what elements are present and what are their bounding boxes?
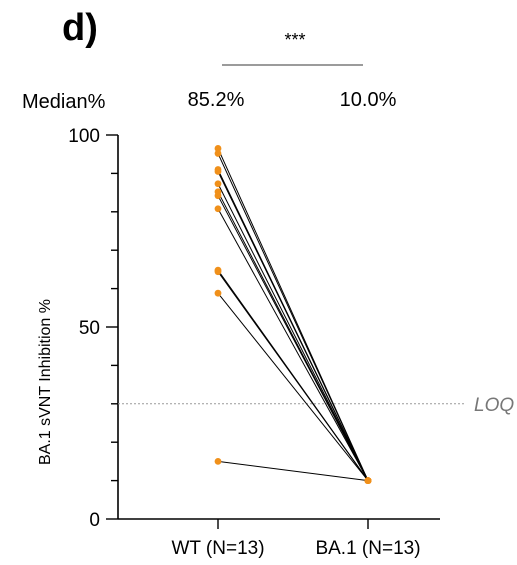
wt-point bbox=[214, 458, 222, 465]
pair-line bbox=[217, 208, 369, 481]
wt-point bbox=[214, 145, 222, 152]
significance-stars: *** bbox=[284, 30, 305, 50]
data-points bbox=[214, 145, 372, 484]
pair-line bbox=[217, 292, 369, 481]
ba1-point bbox=[364, 477, 372, 484]
loq-label: LOQ bbox=[474, 395, 514, 416]
x-category-label: WT (N=13) bbox=[171, 538, 264, 559]
median-ba1: 10.0% bbox=[340, 89, 397, 111]
loq-group: LOQ bbox=[118, 395, 514, 416]
pair-lines bbox=[217, 148, 369, 482]
pair-line bbox=[217, 460, 369, 482]
median-label: Median% bbox=[22, 91, 106, 113]
median-wt: 85.2% bbox=[188, 89, 245, 111]
pair-line bbox=[217, 271, 369, 481]
wt-point bbox=[214, 150, 222, 157]
wt-point bbox=[214, 180, 222, 188]
pair-line bbox=[217, 183, 369, 481]
y-tick-label: 0 bbox=[89, 510, 100, 531]
pair-line bbox=[217, 195, 369, 481]
axes: 0 50 100 WT (N=13) BA.1 (N=13) bbox=[68, 126, 440, 559]
panel-label: d) bbox=[62, 7, 98, 49]
wt-point bbox=[214, 289, 222, 297]
pair-line bbox=[217, 171, 369, 481]
y-tick-label: 100 bbox=[68, 126, 100, 147]
wt-point bbox=[214, 268, 222, 276]
pair-line bbox=[217, 153, 369, 481]
x-category-label: BA.1 (N=13) bbox=[315, 538, 420, 559]
wt-point bbox=[214, 205, 222, 213]
wt-point bbox=[214, 192, 222, 200]
wt-point bbox=[214, 168, 222, 175]
y-axis-label: BA.1 sVNT Inhibition % bbox=[37, 299, 54, 465]
y-tick-label: 50 bbox=[79, 318, 100, 339]
